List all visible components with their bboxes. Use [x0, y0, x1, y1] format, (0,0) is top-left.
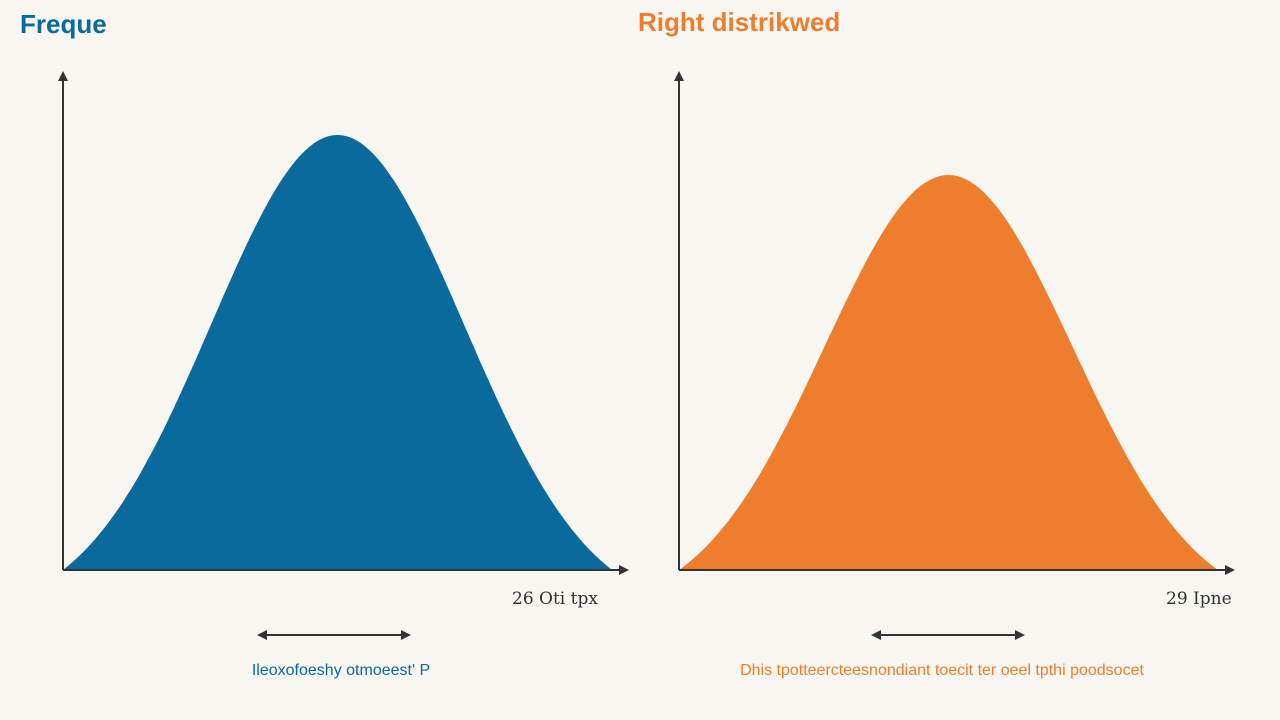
left-chart: Freque 26 Oti tpx Ileoxofoeshy otmoeest'… — [20, 9, 629, 679]
left-caption: Ileoxofoeshy otmoeest' P — [252, 662, 430, 679]
right-distribution-area — [679, 175, 1218, 570]
right-chart-title: Right distrikwed — [638, 7, 840, 37]
right-chart: Right distrikwed 29 Ipne Dhis tpotteerct… — [638, 7, 1235, 679]
left-chart-title: Freque — [20, 9, 107, 39]
left-distribution-area — [63, 135, 612, 570]
left-x-tick-label: 26 Oti tpx — [512, 589, 598, 609]
right-caption: Dhis tpotteercteesnondiant toecit ter oe… — [740, 662, 1144, 679]
right-x-tick-label: 29 Ipne — [1166, 589, 1232, 609]
